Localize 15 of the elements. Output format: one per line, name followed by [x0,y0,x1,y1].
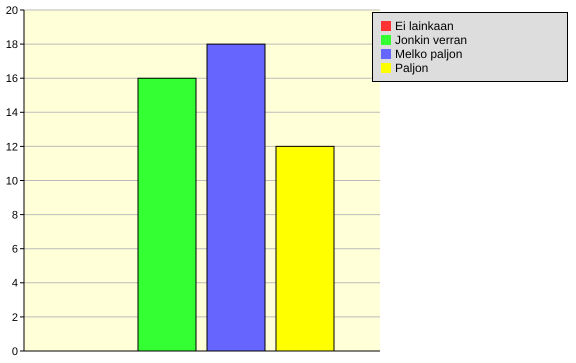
y-tick-label: 10 [6,175,18,188]
y-tick-label: 20 [6,4,18,17]
legend-label: Ei lainkaan [395,19,454,33]
y-tick-label: 0 [12,346,18,358]
y-tick-label: 16 [6,73,18,86]
legend-label: Jonkin verran [395,33,468,47]
y-tick-label: 2 [12,312,18,324]
y-tick-label: 12 [6,141,18,154]
legend-label: Paljon [395,61,428,75]
y-tick-label: 4 [12,278,18,290]
y-tick-label: 18 [6,39,18,52]
y-tick-label: 6 [12,244,18,256]
y-tick-label: 8 [12,210,18,222]
y-tick-label: 14 [6,107,18,120]
legend-label: Melko paljon [395,47,462,61]
